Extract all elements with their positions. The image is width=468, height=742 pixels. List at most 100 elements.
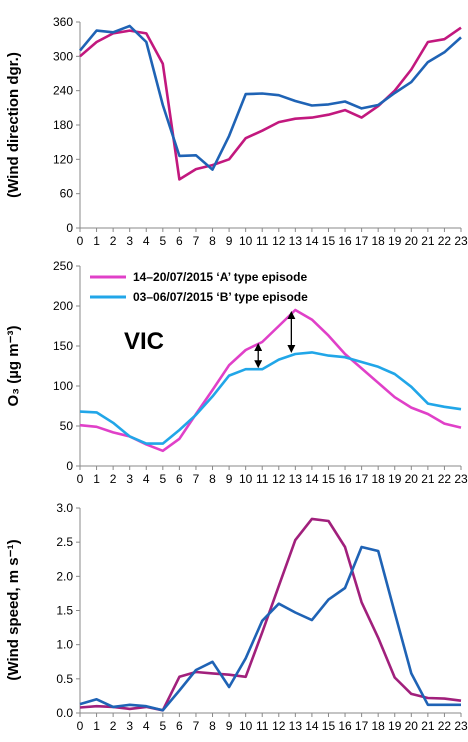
legend-entry: 03–06/07/2015 ‘B’ type episode [133,290,308,304]
x-tick-label: 3 [126,719,133,733]
x-tick-label: 2 [110,234,117,248]
x-tick-label: 7 [193,472,200,486]
x-tick-label: 10 [239,719,253,733]
x-tick-label: 15 [322,472,336,486]
y-tick-label: 0.0 [56,706,73,720]
x-tick-label: 15 [322,719,336,733]
x-tick-label: 5 [159,234,166,248]
x-tick-label: 13 [289,472,303,486]
x-tick-label: 9 [226,234,233,248]
x-tick-label: 11 [256,472,269,486]
y-axis-label: (Wind direction dgr.) [5,52,22,198]
x-tick-label: 16 [338,234,352,248]
series-line-2 [79,351,462,445]
x-tick-label: 7 [193,719,200,733]
y-tick-label: 360 [53,15,73,29]
series-line-2 [78,24,462,171]
x-tick-label: 0 [77,719,84,733]
x-tick-label: 6 [176,719,183,733]
x-tick-label: 12 [272,234,286,248]
x-tick-label: 12 [272,472,286,486]
y-axis-label: O₃ (µg m⁻³) [5,326,22,407]
x-tick-label: 15 [322,234,336,248]
x-tick-label: 22 [438,234,452,248]
x-tick-label: 14 [305,719,319,733]
y-tick-label: 2.0 [56,569,73,583]
y-tick-label: 0.5 [56,672,73,686]
x-tick-label: 1 [93,472,100,486]
y-tick-label: 0 [66,221,73,235]
x-tick-label: 10 [239,472,253,486]
y-tick-label: 250 [53,259,73,273]
x-tick-label: 13 [289,719,303,733]
x-tick-label: 4 [143,719,150,733]
x-tick-label: 14 [305,234,319,248]
y-tick-label: 180 [53,118,73,132]
x-tick-label: 11 [256,719,269,733]
x-tick-label: 3 [126,234,133,248]
y-tick-label: 1.5 [56,604,73,618]
x-tick-label: 0 [77,472,84,486]
y-tick-label: 150 [53,339,73,353]
y-axis-label: (Wind speed, m s⁻¹) [5,539,22,680]
x-tick-label: 17 [355,719,369,733]
x-tick-label: 5 [159,719,166,733]
x-tick-label: 23 [454,472,468,486]
x-tick-label: 2 [110,472,117,486]
x-tick-label: 19 [388,472,402,486]
legend-entry: 14–20/07/2015 ‘A’ type episode [133,270,307,284]
x-tick-label: 22 [438,719,452,733]
x-tick-label: 4 [143,472,150,486]
x-tick-label: 20 [405,234,419,248]
chart-panel-3: 0.00.51.01.52.02.53.00 1 2 3 4 5 6 7 8 9 10 11 12 13 1… [5,501,468,733]
x-tick-label: 1 [93,719,100,733]
x-tick-label: 21 [421,472,435,486]
x-tick-label: 14 [305,472,319,486]
x-tick-label: 8 [209,472,216,486]
x-tick-label: 9 [226,472,233,486]
x-tick-label: 9 [226,719,233,733]
x-tick-label: 6 [176,234,183,248]
x-tick-label: 4 [143,234,150,248]
y-tick-label: 50 [60,419,74,433]
x-tick-label: 23 [454,719,468,733]
y-tick-label: 100 [53,379,73,393]
x-tick-label: 19 [388,234,402,248]
chart-annotation: VIC [124,328,164,355]
x-tick-label: 3 [126,472,133,486]
x-tick-label: 11 [256,234,269,248]
x-tick-label: 6 [176,472,183,486]
x-tick-label: 21 [421,234,435,248]
y-tick-label: 0 [66,459,73,473]
x-tick-label: 8 [209,719,216,733]
x-tick-label: 10 [239,234,253,248]
x-tick-label: 22 [438,472,452,486]
x-tick-label: 1 [93,234,100,248]
x-tick-label: 7 [193,234,200,248]
x-tick-label: 20 [405,472,419,486]
y-tick-label: 2.5 [56,535,73,549]
series-line-1 [79,517,462,712]
x-tick-label: 21 [421,719,435,733]
x-tick-label: 18 [371,234,385,248]
x-tick-label: 23 [454,234,468,248]
x-tick-label: 18 [371,472,385,486]
x-tick-label: 16 [338,719,352,733]
x-tick-label: 2 [110,719,117,733]
x-tick-label: 17 [355,234,369,248]
x-tick-label: 0 [77,234,84,248]
x-tick-label: 18 [371,719,385,733]
y-tick-label: 240 [53,84,73,98]
x-tick-label: 20 [405,719,419,733]
y-tick-label: 60 [60,187,74,201]
x-tick-label: 17 [355,472,369,486]
x-tick-label: 5 [159,472,166,486]
y-tick-label: 200 [53,299,73,313]
x-tick-label: 8 [209,234,216,248]
y-tick-label: 3.0 [56,501,73,515]
x-tick-label: 16 [338,472,352,486]
